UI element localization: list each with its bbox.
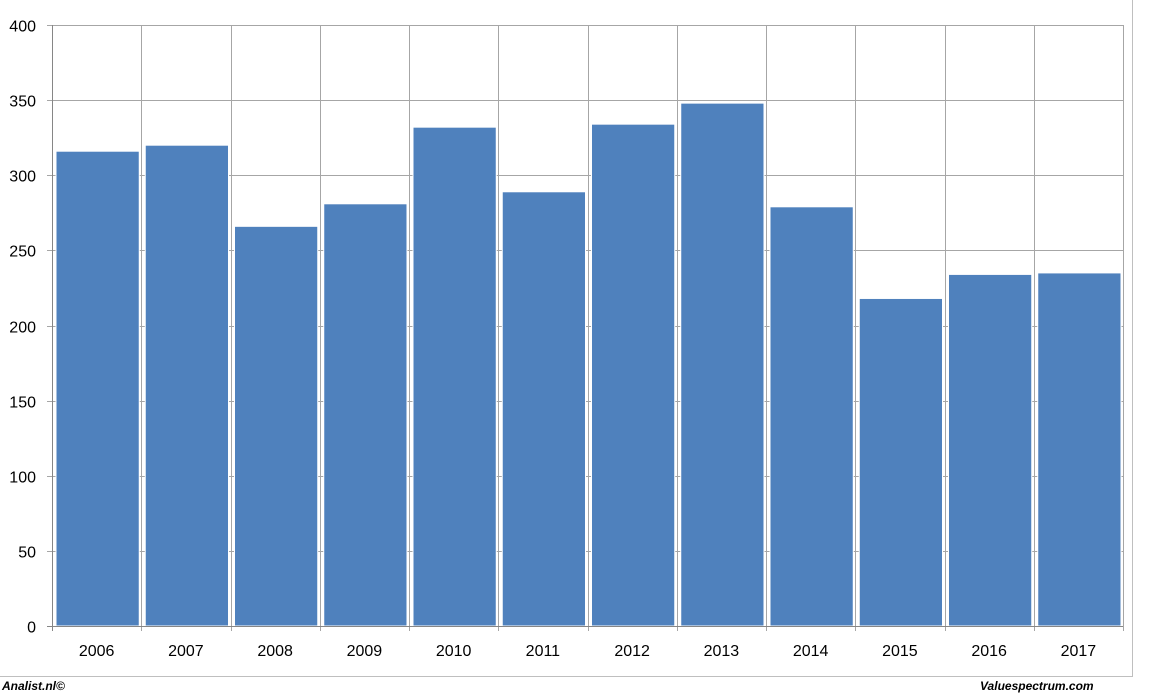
y-tick-label: 0 [27,620,36,637]
x-tick-label: 2012 [614,643,650,660]
bar-2017 [1037,272,1122,627]
x-tick-label: 2007 [168,643,204,660]
y-tick-label: 400 [9,19,36,36]
chart-frame [0,0,1133,677]
bar-2011 [501,191,586,627]
bar-2012 [591,123,676,627]
x-tick-label: 2011 [526,643,561,660]
x-tick-label: 2010 [436,643,472,660]
axes [47,25,1123,631]
y-tick-label: 100 [9,470,36,487]
x-tick-label: 2017 [1061,643,1097,660]
bar-2014 [769,206,854,627]
bar-2013 [680,102,765,627]
tick-labels: 0 50 100 150 200 250 300 350 400 2006 2007 2008 2009… [9,19,1096,661]
x-tick-label: 2008 [257,643,293,660]
x-tick-label: 2014 [793,643,829,660]
bars [55,102,1122,627]
bar-2009 [323,203,408,627]
y-tick-label: 350 [9,94,36,111]
y-tick-label: 250 [9,244,36,261]
y-tick-label: 50 [18,545,36,562]
bar-2007 [144,144,229,627]
y-tick-label: 300 [9,169,36,186]
bar-2010 [412,126,497,627]
bar-2008 [234,225,319,627]
x-tick-label: 2006 [79,643,115,660]
bar-2006 [55,150,140,627]
source-text: Valuespectrum.com [980,679,1094,693]
x-tick-label: 2009 [347,643,383,660]
x-tick-label: 2016 [971,643,1007,660]
bar-2015 [858,297,943,627]
x-tick-label: 2015 [882,643,918,660]
y-tick-label: 150 [9,395,36,412]
x-tick-label: 2013 [704,643,740,660]
copyright-text: Analist.nl© [2,679,65,693]
bar-2016 [948,273,1033,627]
y-tick-label: 200 [9,320,36,337]
